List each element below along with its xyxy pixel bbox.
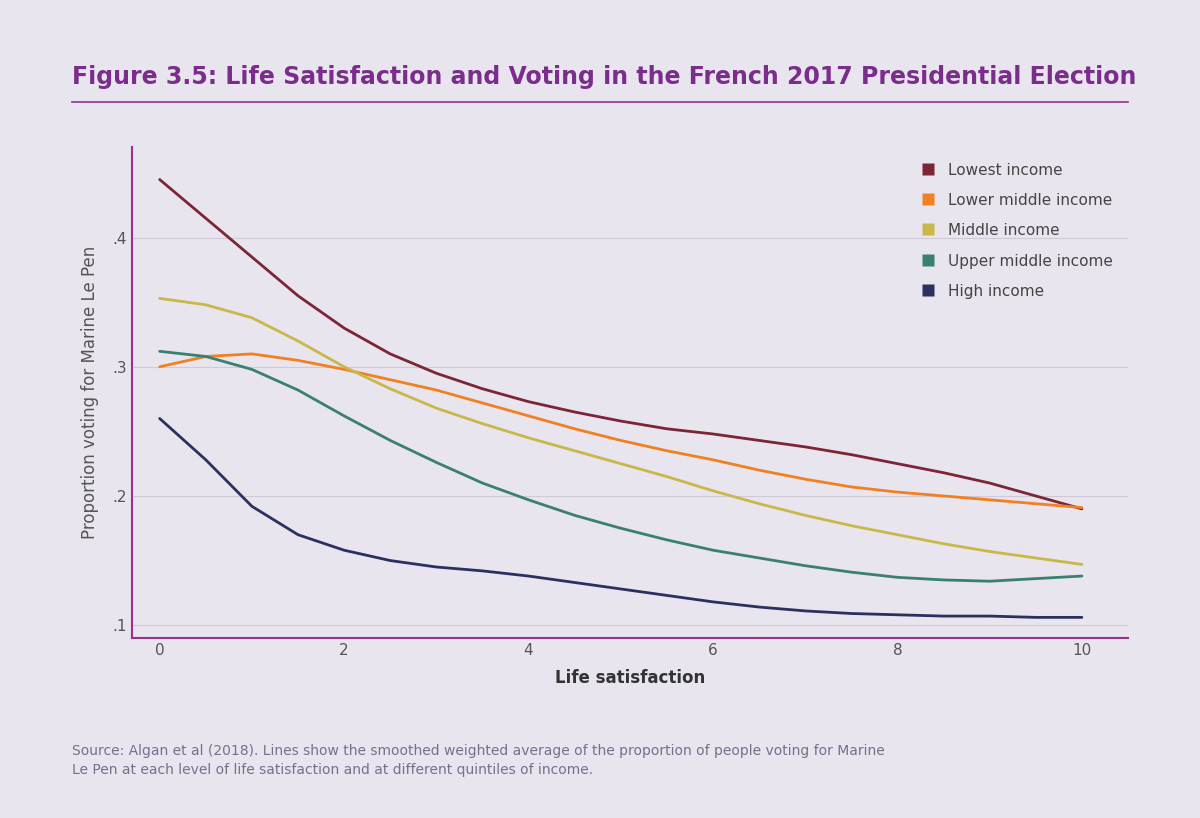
Text: Figure 3.5: Life Satisfaction and Voting in the French 2017 Presidential Electio: Figure 3.5: Life Satisfaction and Voting… bbox=[72, 65, 1136, 89]
Text: Source: Algan et al (2018). Lines show the smoothed weighted average of the prop: Source: Algan et al (2018). Lines show t… bbox=[72, 744, 884, 777]
Legend: Lowest income, Lower middle income, Middle income, Upper middle income, High inc: Lowest income, Lower middle income, Midd… bbox=[913, 155, 1121, 307]
Y-axis label: Proportion voting for Marine Le Pen: Proportion voting for Marine Le Pen bbox=[80, 246, 98, 539]
X-axis label: Life satisfaction: Life satisfaction bbox=[554, 669, 706, 687]
